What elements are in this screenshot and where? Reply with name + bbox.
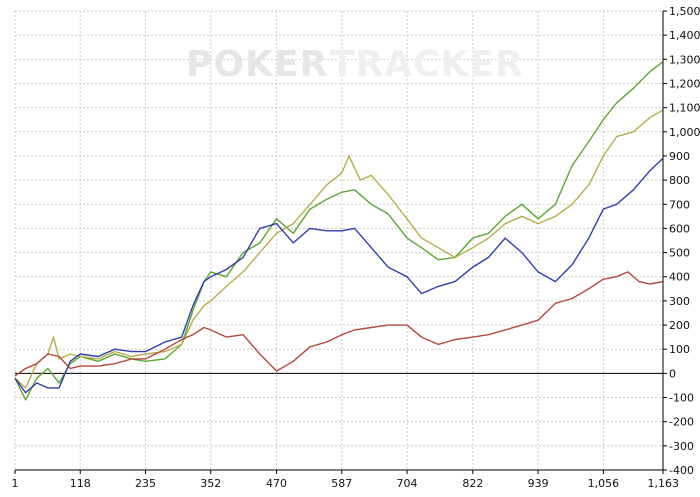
x-tick-label: 1,163 <box>648 477 680 490</box>
series-lines <box>14 61 664 401</box>
watermark-poker: POKER <box>186 44 328 85</box>
y-tick-label: -400 <box>669 464 694 477</box>
y-tick-label: 300 <box>669 295 690 308</box>
y-tick-label: 200 <box>669 319 690 332</box>
y-tick-label: 1,400 <box>669 29 700 42</box>
y-tick-label: 1,500 <box>669 5 700 18</box>
x-tick-label: 1,056 <box>588 477 620 490</box>
x-tick-label: 352 <box>200 477 221 490</box>
x-tick-label: 470 <box>266 477 287 490</box>
y-tick-label: 1,300 <box>669 53 700 66</box>
series-line-3 <box>14 157 664 394</box>
x-tick-label: 118 <box>70 477 91 490</box>
pokertracker-watermark: POKER TRACKER <box>186 44 524 85</box>
y-tick-label: 600 <box>669 222 690 235</box>
x-tick-label: 235 <box>135 477 156 490</box>
series-line-4 <box>14 271 664 377</box>
x-axis-labels: 1 118 235 352 470 587 704 822 939 1,056 1,163 <box>12 477 680 490</box>
x-tick-label: 939 <box>528 477 549 490</box>
x-tick-label: 587 <box>331 477 352 490</box>
y-tick-label: 100 <box>669 343 690 356</box>
y-tick-label: -300 <box>669 440 694 453</box>
y-tick-label: 700 <box>669 198 690 211</box>
y-tick-label: 1,200 <box>669 77 700 90</box>
series-line-1 <box>14 61 664 401</box>
watermark-tracker: TRACKER <box>330 44 524 85</box>
y-tick-label: 800 <box>669 174 690 187</box>
grid-lines <box>14 10 664 471</box>
x-tick-label: 704 <box>397 477 418 490</box>
x-tick-label: 1 <box>12 477 19 490</box>
y-tick-label: -100 <box>669 392 694 405</box>
y-tick-label: -200 <box>669 416 694 429</box>
y-tick-label: 1,000 <box>669 126 700 139</box>
x-tick-label: 822 <box>462 477 483 490</box>
y-tick-label: 0 <box>669 367 676 380</box>
series-line-2 <box>14 109 664 389</box>
y-axis-labels: 1,500 1,400 1,300 1,200 1,100 1,000 900 800 700 6… <box>669 5 700 477</box>
y-tick-label: 1,100 <box>669 102 700 115</box>
y-tick-label: 400 <box>669 271 690 284</box>
y-tick-label: 900 <box>669 150 690 163</box>
y-tick-label: 500 <box>669 247 690 260</box>
chart-axes <box>14 10 667 474</box>
